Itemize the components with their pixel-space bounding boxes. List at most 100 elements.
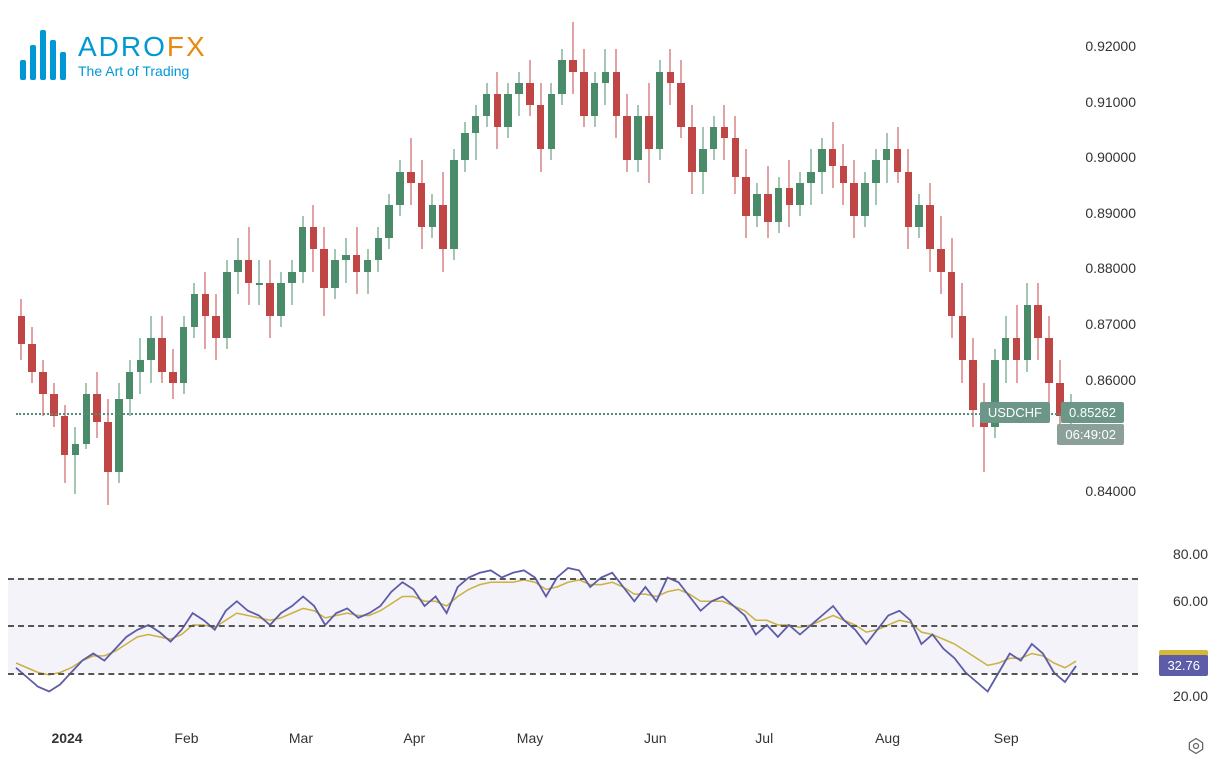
candle[interactable] (137, 338, 145, 394)
candle[interactable] (558, 49, 566, 105)
candle[interactable] (883, 133, 891, 183)
candle[interactable] (948, 238, 956, 338)
candle[interactable] (158, 316, 166, 383)
candle[interactable] (288, 260, 296, 304)
candle[interactable] (169, 349, 177, 399)
candle[interactable] (829, 122, 837, 189)
candle[interactable] (677, 60, 685, 138)
candle[interactable] (915, 194, 923, 238)
candle[interactable] (634, 105, 642, 172)
candle[interactable] (494, 72, 502, 150)
candle[interactable] (613, 49, 621, 138)
candle[interactable] (569, 22, 577, 94)
candle[interactable] (1002, 316, 1010, 383)
candle[interactable] (656, 60, 664, 160)
candle[interactable] (147, 316, 155, 383)
candle[interactable] (418, 160, 426, 249)
candle[interactable] (277, 272, 285, 328)
candle[interactable] (872, 149, 880, 205)
candle[interactable] (623, 94, 631, 172)
candle[interactable] (1045, 316, 1053, 405)
candle[interactable] (1013, 305, 1021, 383)
price-chart[interactable]: USDCHF 0.85262 06:49:02 0.840000.860000.… (8, 8, 1138, 518)
time-axis: 2024FebMarAprMayJunJulAugSep (8, 730, 1138, 758)
candle[interactable] (320, 227, 328, 316)
candle[interactable] (353, 227, 361, 294)
candle[interactable] (1034, 283, 1042, 361)
candle[interactable] (364, 249, 372, 293)
candle[interactable] (450, 149, 458, 260)
candle[interactable] (331, 249, 339, 299)
candle[interactable] (580, 49, 588, 127)
candle[interactable] (212, 294, 220, 361)
candle[interactable] (407, 138, 415, 205)
candle[interactable] (115, 383, 123, 483)
candle[interactable] (483, 83, 491, 127)
candle[interactable] (245, 227, 253, 305)
candle[interactable] (126, 360, 134, 416)
candle[interactable] (375, 227, 383, 271)
candle[interactable] (861, 172, 869, 228)
candle[interactable] (461, 122, 469, 172)
candle[interactable] (764, 166, 772, 238)
candle[interactable] (840, 144, 848, 205)
candle[interactable] (385, 194, 393, 250)
candle[interactable] (266, 260, 274, 338)
candle[interactable] (83, 383, 91, 450)
candle[interactable] (396, 160, 404, 216)
candle[interactable] (742, 149, 750, 238)
candle[interactable] (796, 172, 804, 216)
candle[interactable] (223, 260, 231, 349)
candle[interactable] (667, 49, 675, 105)
candle[interactable] (429, 194, 437, 238)
candle[interactable] (515, 72, 523, 116)
candle[interactable] (894, 127, 902, 183)
candle[interactable] (537, 83, 545, 172)
candle[interactable] (710, 116, 718, 160)
candle[interactable] (526, 60, 534, 116)
candle[interactable] (926, 183, 934, 272)
candle[interactable] (786, 160, 794, 227)
current-price-line (16, 413, 1076, 415)
candle[interactable] (645, 83, 653, 183)
candle[interactable] (699, 127, 707, 194)
candle[interactable] (721, 105, 729, 161)
rsi-chart[interactable]: 20.0060.0080.00 34.76 32.76 (8, 530, 1138, 720)
candle[interactable] (732, 116, 740, 194)
candle[interactable] (905, 149, 913, 249)
candle[interactable] (256, 260, 264, 304)
candle[interactable] (61, 405, 69, 483)
candle[interactable] (548, 83, 556, 161)
candle[interactable] (753, 183, 761, 227)
candle[interactable] (104, 399, 112, 505)
candle[interactable] (991, 349, 999, 438)
candle[interactable] (342, 238, 350, 282)
candle[interactable] (299, 216, 307, 283)
candle[interactable] (807, 149, 815, 205)
candle[interactable] (1024, 283, 1032, 372)
candle[interactable] (439, 172, 447, 272)
candle[interactable] (959, 283, 967, 383)
candle[interactable] (72, 427, 80, 494)
candle[interactable] (39, 360, 47, 416)
candle[interactable] (472, 105, 480, 161)
candle[interactable] (602, 49, 610, 105)
candle[interactable] (980, 383, 988, 472)
candle[interactable] (50, 383, 58, 427)
candle[interactable] (818, 138, 826, 194)
candle[interactable] (234, 238, 242, 294)
candle[interactable] (18, 299, 26, 360)
candle[interactable] (591, 72, 599, 128)
candle[interactable] (180, 316, 188, 394)
candle[interactable] (93, 372, 101, 439)
candle[interactable] (937, 216, 945, 294)
settings-icon[interactable] (1186, 736, 1206, 756)
candle[interactable] (202, 272, 210, 350)
candle[interactable] (850, 160, 858, 238)
candle[interactable] (504, 83, 512, 139)
candle[interactable] (191, 283, 199, 339)
candle[interactable] (310, 205, 318, 272)
candle[interactable] (28, 327, 36, 383)
candle[interactable] (688, 105, 696, 194)
candle[interactable] (775, 177, 783, 233)
